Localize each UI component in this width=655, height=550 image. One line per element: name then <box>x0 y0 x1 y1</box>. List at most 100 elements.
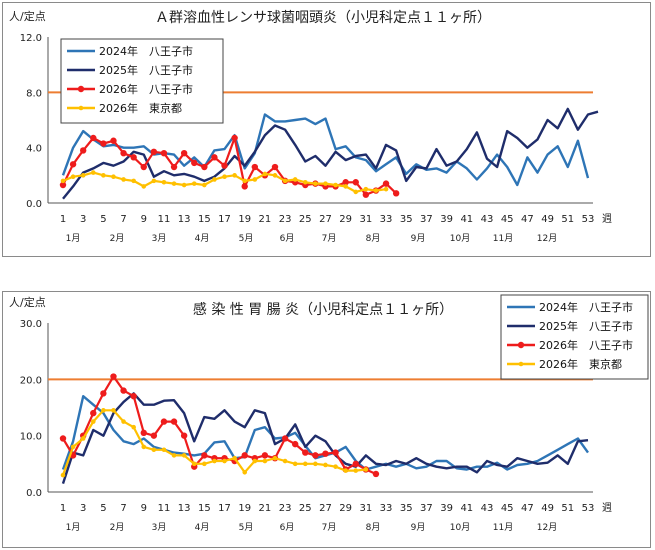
x-tick-label: 31 <box>359 214 372 225</box>
month-label: 2月 <box>110 522 125 533</box>
chart-title: Ａ群溶血性レンサ球菌咽頭炎（小児科定点１１ヶ所） <box>155 10 491 26</box>
data-point <box>201 163 208 171</box>
x-tick-label: 35 <box>400 503 413 514</box>
data-point <box>79 147 87 154</box>
data-point <box>120 387 127 394</box>
legend-label: 2024年 八王子市 <box>99 44 193 58</box>
month-label: 2月 <box>110 233 125 244</box>
gastroenteritis-chart: 感 染 性 胃 腸 炎（小児科定点１１ヶ所） 人/定点 0.0 10.0 20.0 30.… <box>9 294 649 533</box>
x-tick-label: 51 <box>561 503 574 514</box>
x-tick-label: 1 <box>60 214 66 225</box>
data-point <box>60 178 66 184</box>
data-point <box>232 455 237 461</box>
month-label: 6月 <box>280 233 295 244</box>
x-tick-label: 41 <box>460 503 473 514</box>
data-point <box>291 440 299 448</box>
month-label: 4月 <box>195 233 210 244</box>
data-point <box>282 458 288 464</box>
data-point <box>90 134 97 142</box>
data-point <box>342 179 349 186</box>
data-point <box>292 461 298 467</box>
data-point <box>100 390 107 397</box>
data-point <box>70 174 76 180</box>
x-tick-label: 15 <box>198 214 211 225</box>
series-line-2 <box>61 392 589 484</box>
data-point <box>80 173 86 178</box>
data-point <box>353 468 359 473</box>
x-tick-label: 5 <box>100 214 106 225</box>
x-axis-label: 週 <box>602 502 612 514</box>
x-tick-label: 33 <box>380 214 393 225</box>
x-tick-label: 9 <box>141 503 147 514</box>
data-point <box>373 188 379 193</box>
month-label: 6月 <box>280 522 295 533</box>
legend-label: 2025年 八王子市 <box>99 63 193 77</box>
data-point <box>110 373 117 380</box>
x-tick-label: 5 <box>100 503 106 514</box>
x-tick-label: 37 <box>420 214 433 225</box>
y-axis-label: 人/定点 <box>9 9 46 23</box>
data-point <box>60 472 66 478</box>
legend-label: 2026年 東京都 <box>539 357 622 371</box>
x-tick-label: 3 <box>80 214 86 225</box>
data-point <box>69 161 77 168</box>
data-point <box>202 461 207 467</box>
data-point <box>241 183 248 190</box>
x-tick-label: 25 <box>299 214 312 225</box>
month-label: 4月 <box>195 522 210 533</box>
x-tick-label: 29 <box>339 214 352 225</box>
x-tick-label: 27 <box>319 214 332 225</box>
data-point <box>90 419 96 424</box>
data-point <box>292 177 298 182</box>
data-point <box>121 419 126 424</box>
data-point <box>212 458 217 464</box>
x-tick-label: 33 <box>380 503 393 514</box>
data-point <box>180 432 188 439</box>
x-axis-label: 週 <box>602 213 612 225</box>
y-tick-label: 12.0 <box>20 33 42 44</box>
data-point <box>141 184 147 189</box>
data-point <box>160 150 168 157</box>
data-point <box>372 470 380 478</box>
x-tick-label: 31 <box>359 503 372 514</box>
x-tick-label: 19 <box>238 503 251 514</box>
x-tick-label: 15 <box>198 503 211 514</box>
month-label: 7月 <box>322 522 337 533</box>
y-tick-label: 8.0 <box>26 88 42 99</box>
data-point <box>181 453 187 458</box>
data-point <box>170 163 178 171</box>
data-point <box>70 444 76 450</box>
y-tick-label: 10.0 <box>20 432 42 443</box>
data-point <box>191 461 197 467</box>
chart-panel-strep: Ａ群溶血性レンサ球菌咽頭炎（小児科定点１１ヶ所） 人/定点 0.0 4.0 8.0 12.… <box>2 2 651 257</box>
data-point <box>90 409 97 417</box>
data-point <box>271 163 279 171</box>
x-tick-label: 29 <box>339 503 352 514</box>
data-point <box>302 179 308 185</box>
data-point <box>362 191 370 198</box>
data-point <box>272 173 278 178</box>
data-point <box>121 177 126 182</box>
x-tick-label: 27 <box>319 503 332 514</box>
legend-label: 2026年 八王子市 <box>539 338 633 352</box>
data-point <box>281 435 289 442</box>
data-point <box>111 174 116 180</box>
data-point <box>392 190 400 197</box>
data-point <box>80 436 86 441</box>
data-point <box>343 184 348 189</box>
data-point <box>180 150 188 157</box>
strep-throat-chart: Ａ群溶血性レンサ球菌咽頭炎（小児科定点１１ヶ所） 人/定点 0.0 4.0 8.0 12.… <box>9 9 612 244</box>
month-label: 10月 <box>450 233 470 244</box>
x-tick-label: 41 <box>460 214 473 225</box>
data-point <box>262 458 268 464</box>
data-point <box>252 177 258 182</box>
series-line-1 <box>61 113 590 187</box>
data-point <box>150 148 158 156</box>
data-point <box>171 181 177 186</box>
x-tick-label: 39 <box>440 503 453 514</box>
x-tick-label: 45 <box>501 214 514 225</box>
month-label: 5月 <box>239 522 254 533</box>
data-point <box>302 461 308 467</box>
data-point <box>160 418 168 425</box>
month-label: 1月 <box>66 233 81 244</box>
